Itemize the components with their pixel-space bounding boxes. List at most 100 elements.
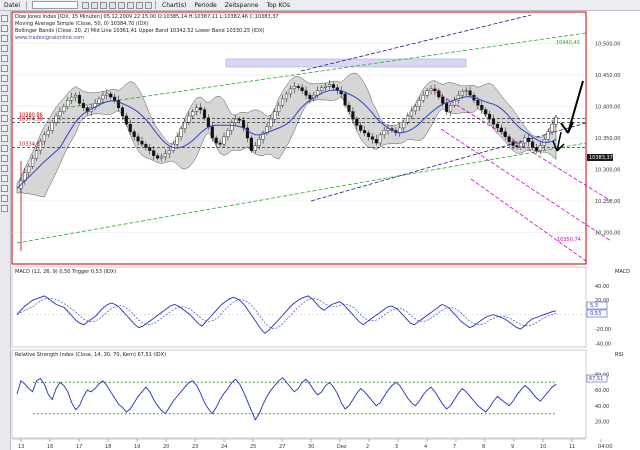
candle-body [382, 130, 386, 136]
candle-body [320, 87, 324, 91]
save-icon[interactable] [145, 1, 153, 9]
forecast-arrow-up [560, 80, 584, 134]
channel-tool-icon[interactable] [1, 55, 8, 62]
candle-body [402, 122, 406, 129]
x-tick-label: 25 [250, 444, 256, 450]
macd-y-tick-label: 40,00 [595, 284, 609, 290]
top-kos-menu[interactable]: Top KOs [266, 1, 290, 9]
file-menu[interactable]: Datei [4, 1, 21, 9]
trendline-tool-icon[interactable] [1, 25, 8, 32]
watermark: www.tradesignalonline.com [15, 35, 84, 41]
x-tick-label: 17 [76, 444, 82, 450]
bollinger-band-envelope [16, 72, 557, 198]
magenta-lower-channel [470, 178, 587, 262]
price-y-tick-label: 10.350,00 [595, 136, 620, 142]
candle-body [206, 117, 210, 127]
rsi-legend: Relative Strength Index (Close, 14, 30, … [15, 352, 166, 358]
x-tick-label: 3 [395, 444, 398, 450]
candle-body [101, 94, 105, 100]
macd-pane[interactable]: MACD (12, 26, 9) 0,50 Trigger 0,53 (IDX)… [11, 266, 630, 347]
hide-drawings-icon[interactable] [1, 185, 8, 192]
fibonacci-tool-icon[interactable] [1, 65, 8, 72]
candle-body [241, 120, 246, 129]
text-tool-icon[interactable] [118, 1, 126, 9]
candle-body [331, 84, 335, 88]
macd-y-tick-label: -20,00 [595, 327, 611, 333]
price-y-tick-label: 10.450,00 [595, 73, 620, 79]
candle-body [507, 136, 511, 142]
gann-tool-icon[interactable] [1, 135, 8, 142]
candle-body [148, 147, 152, 151]
candle-body [308, 94, 312, 100]
zoom-in-icon[interactable] [82, 1, 90, 9]
rsi-pane[interactable]: Relative Strength Index (Close, 14, 30, … [11, 349, 623, 439]
candle-body [445, 103, 449, 112]
eraser-icon[interactable] [1, 175, 8, 182]
candle-body [97, 98, 101, 104]
cycle-tool-icon[interactable] [1, 145, 8, 152]
print-icon[interactable] [136, 1, 144, 9]
candle-body [144, 144, 148, 148]
candle-body [234, 118, 238, 124]
line-tool-icon[interactable] [109, 1, 117, 9]
refresh-icon[interactable] [127, 1, 135, 9]
x-tick-label: 13 [18, 444, 24, 450]
candle-body [54, 115, 58, 123]
candle-body [253, 145, 257, 151]
charts-menu[interactable]: Chart(s) [162, 1, 187, 9]
toolbar-divider [155, 1, 157, 9]
candle-body [296, 86, 300, 88]
pitchfork-tool-icon[interactable] [1, 125, 8, 132]
properties-icon[interactable] [1, 195, 8, 202]
candle-body [374, 139, 378, 144]
text-label-tool-icon[interactable] [1, 95, 8, 102]
arrow-tool-icon[interactable] [1, 105, 8, 112]
x-tick-label: 2 [366, 444, 369, 450]
candle-body [351, 111, 355, 120]
price-y-tick-label: 10.500,00 [595, 42, 620, 48]
macd-line [16, 295, 557, 334]
symbol-input[interactable] [32, 1, 79, 9]
candle-body [452, 99, 457, 106]
x-tick-label: 9 [511, 444, 514, 450]
price-y-tick-label: 10.400,00 [595, 105, 620, 111]
x-tick-label: 20 [163, 444, 169, 450]
candle-body [93, 103, 97, 108]
candle-body [480, 105, 484, 110]
magnet-icon[interactable] [1, 155, 8, 162]
candle-body [124, 115, 128, 125]
horizontal-line-tool-icon[interactable] [1, 35, 8, 42]
toolbar-divider [26, 1, 28, 9]
current-price-tag [587, 154, 613, 161]
delete-icon[interactable] [1, 205, 8, 212]
candle-body [50, 122, 54, 131]
price-legend-line-1: Dow Jones Index [IDX, 15 Minuten] 05.12.… [15, 14, 279, 20]
x-tick-label: 8 [482, 444, 485, 450]
macd-legend: MACD (12, 26, 9) 0,50 Trigger 0,53 (IDX) [15, 269, 116, 275]
pointer-tool-icon[interactable] [1, 15, 8, 22]
candle-body [417, 99, 421, 107]
x-tick-label: 10 [540, 444, 546, 450]
crosshair-icon[interactable] [100, 1, 108, 9]
blue-upper-trendline [300, 14, 532, 72]
ellipse-tool-icon[interactable] [1, 85, 8, 92]
rsi-y-tick-label: 60,00 [595, 388, 609, 394]
candle-body [491, 118, 496, 125]
period-menu[interactable]: Periode [194, 1, 217, 9]
zoom-out-icon[interactable] [91, 1, 99, 9]
candle-body [327, 84, 332, 87]
measure-tool-icon[interactable] [1, 115, 8, 122]
candle-body [214, 137, 218, 144]
candle-body [238, 118, 242, 121]
rectangle-tool-icon[interactable] [1, 75, 8, 82]
price-legend-line-3: Bollinger Bands (Close, 20, 2) Mid Line … [15, 28, 264, 34]
timespan-menu[interactable]: Zeitspanne [224, 1, 259, 9]
x-tick-label: 7 [453, 444, 456, 450]
rsi-y-tick-label: 20,00 [595, 419, 609, 425]
forecast-arrow-down [552, 131, 565, 152]
candle-body [273, 111, 277, 120]
lock-icon[interactable] [1, 165, 8, 172]
vertical-line-tool-icon[interactable] [1, 45, 8, 52]
